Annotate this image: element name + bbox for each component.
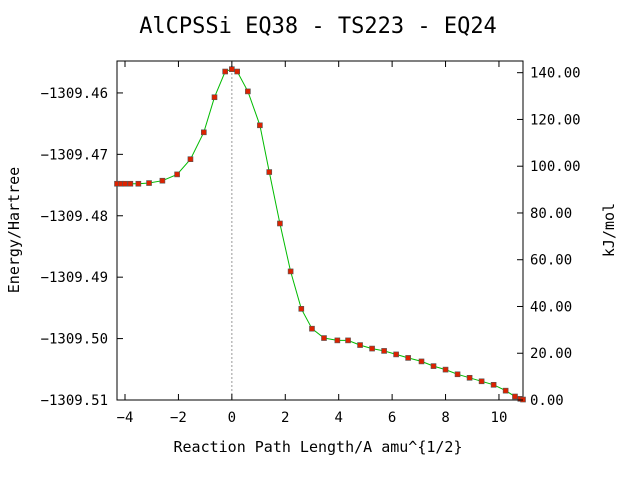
right-y-tick-label: 80.00 — [530, 206, 572, 222]
x-tick-label: 2 — [281, 410, 289, 426]
data-point — [490, 382, 497, 388]
left-y-tick-label: −1309.49 — [41, 270, 108, 286]
x-tick-label: 8 — [441, 410, 449, 426]
data-point — [229, 66, 235, 72]
data-point — [222, 68, 228, 75]
data-point — [146, 180, 152, 186]
data-point — [159, 177, 166, 184]
x-tick-label: −2 — [170, 410, 187, 426]
data-point — [234, 68, 240, 75]
data-point — [122, 180, 128, 187]
right-y-tick-label: 120.00 — [530, 112, 581, 128]
right-y-tick-label: 60.00 — [530, 253, 572, 269]
right-y-tick-label: 100.00 — [530, 159, 581, 175]
data-point — [321, 335, 327, 341]
data-point — [478, 378, 485, 385]
data-point — [287, 268, 294, 275]
data-point — [245, 88, 251, 95]
data-point — [418, 358, 425, 365]
x-axis-label: Reaction Path Length/A amu^{1/2} — [174, 438, 463, 456]
data-point — [135, 180, 142, 187]
right-y-tick-label: 140.00 — [530, 66, 581, 82]
data-point — [266, 169, 273, 175]
data-point — [298, 306, 305, 312]
data-point — [211, 94, 218, 101]
x-tick-label: 0 — [228, 410, 236, 426]
data-point — [174, 171, 180, 178]
left-y-tick-label: −1309.51 — [41, 393, 108, 409]
data-point — [466, 374, 473, 381]
data-point — [277, 220, 283, 227]
x-tick-label: 4 — [334, 410, 342, 426]
data-point — [257, 122, 263, 129]
data-point — [201, 129, 207, 136]
x-tick-label: 6 — [388, 410, 396, 426]
left-y-axis-label: Energy/Hartree — [5, 167, 23, 293]
data-point — [357, 342, 363, 348]
right-y-axis-ticks: 140.00 120.00 100.00 80.00 60.00 40.00 20.00 0.… — [517, 66, 581, 409]
left-y-axis-ticks: −1309.46 −1309.47 −1309.48 −1309.49 −1309.50… — [41, 86, 123, 409]
left-y-tick-label: −1309.48 — [41, 209, 108, 225]
data-point — [502, 387, 509, 394]
data-point — [187, 156, 194, 162]
left-y-tick-label: −1309.50 — [41, 332, 108, 348]
data-point — [512, 393, 518, 400]
right-y-tick-label: 40.00 — [530, 299, 572, 315]
plot-frame — [116, 60, 524, 401]
data-point — [127, 180, 134, 187]
energy-curve — [117, 68, 524, 400]
x-tick-label: 10 — [491, 410, 508, 426]
data-point — [454, 371, 461, 378]
data-point — [405, 355, 411, 361]
data-point — [393, 351, 399, 358]
data-point — [442, 366, 449, 373]
data-point — [430, 363, 437, 369]
x-tick-label: −4 — [117, 410, 134, 426]
data-point — [334, 337, 341, 344]
right-y-tick-label: 0.00 — [530, 393, 564, 409]
data-point — [309, 325, 315, 332]
data-points — [114, 66, 526, 403]
data-point — [369, 345, 375, 352]
chart-title: AlCPSSi EQ38 - TS223 - EQ24 — [139, 14, 497, 39]
left-y-tick-label: −1309.46 — [41, 86, 108, 102]
left-y-tick-label: −1309.47 — [41, 147, 108, 163]
x-axis-ticks: −4 −2 0 2 4 6 8 10 — [117, 61, 508, 426]
data-point — [381, 348, 387, 354]
right-y-tick-label: 20.00 — [530, 346, 572, 362]
data-point — [345, 337, 351, 344]
right-y-axis-label: kJ/mol — [600, 203, 618, 257]
